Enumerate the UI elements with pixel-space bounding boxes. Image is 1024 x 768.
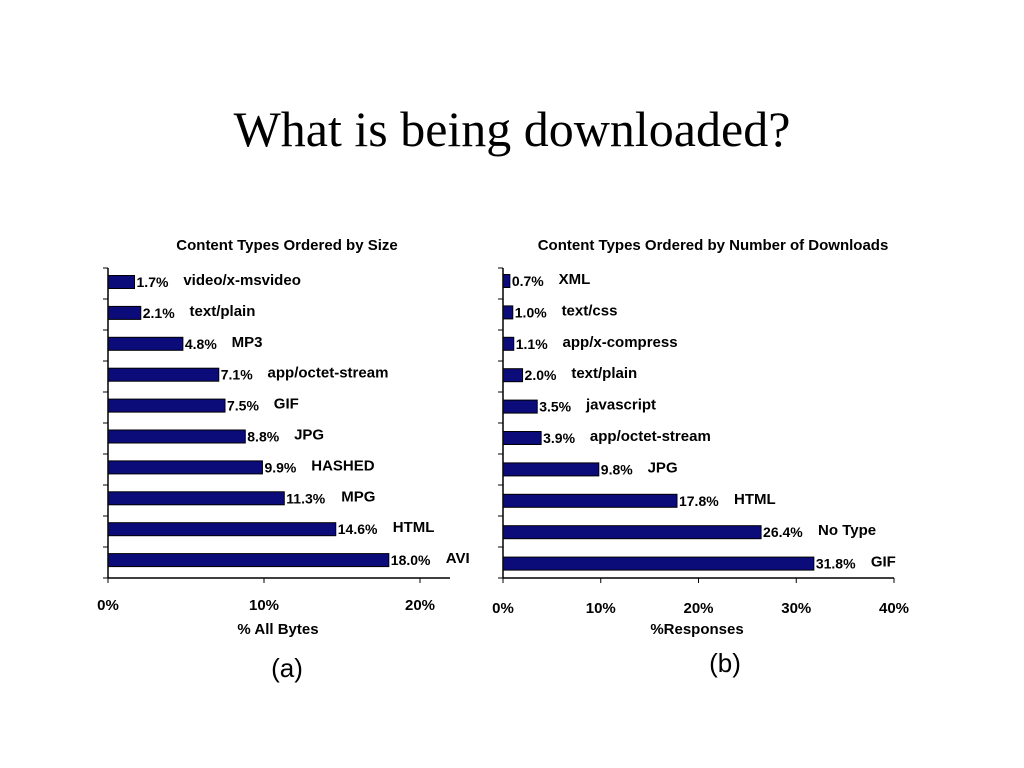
- bar-category-label: app/octet-stream: [590, 428, 711, 445]
- bar: [107, 398, 226, 413]
- bar: [502, 556, 815, 571]
- bar: [502, 525, 762, 540]
- bar-value-label: 8.8%: [247, 429, 279, 445]
- bar-value-label: 1.1%: [516, 336, 548, 352]
- bar: [502, 493, 678, 508]
- bar-category-label: GIF: [274, 396, 299, 413]
- bar: [107, 460, 263, 475]
- chart-by-size: Content Types Ordered by Size 0% 10% 20% 1.7…: [97, 237, 470, 683]
- bar-value-label: 3.5%: [539, 399, 571, 415]
- bar-category-label: XML: [559, 271, 591, 288]
- bar-value-label: 31.8%: [816, 556, 856, 572]
- bar-value-label: 1.0%: [515, 304, 547, 320]
- bar-category-label: GIF: [871, 554, 896, 571]
- bar-category-label: HTML: [393, 519, 435, 536]
- bar-category-label: text/plain: [190, 303, 256, 320]
- slide-title: What is being downloaded?: [233, 101, 791, 157]
- x-tick-label: 10%: [586, 600, 616, 617]
- x-axis-label: %Responses: [650, 621, 743, 638]
- bar-value-label: 26.4%: [763, 524, 803, 540]
- bar: [502, 336, 515, 351]
- bar-value-label: 9.9%: [264, 459, 296, 475]
- panel-label: (a): [271, 653, 303, 683]
- bar: [502, 399, 538, 414]
- bar-category-label: JPG: [648, 459, 678, 476]
- bar-value-label: 9.8%: [601, 461, 633, 477]
- bar-value-label: 11.3%: [286, 490, 325, 506]
- bar-category-label: No Type: [818, 522, 876, 539]
- bar-value-label: 7.1%: [221, 367, 253, 383]
- bar-category-label: HASHED: [311, 457, 375, 474]
- panel-label: (b): [709, 648, 741, 678]
- bar-category-label: text/css: [562, 302, 618, 319]
- bar: [502, 368, 524, 383]
- bar-value-label: 17.8%: [679, 493, 719, 509]
- bar-value-label: 14.6%: [338, 521, 378, 537]
- bar-value-label: 1.7%: [137, 274, 169, 290]
- bar: [502, 274, 511, 288]
- x-tick-label: 20%: [405, 597, 435, 614]
- x-tick-label: 30%: [781, 600, 811, 617]
- bar-value-label: 2.1%: [143, 305, 175, 321]
- chart-title: Content Types Ordered by Size: [176, 237, 397, 254]
- bar-value-label: 7.5%: [227, 398, 259, 414]
- bar-category-label: HTML: [734, 491, 776, 508]
- bar-category-label: JPG: [294, 427, 324, 444]
- bar: [107, 491, 285, 506]
- bar-value-label: 3.9%: [543, 430, 575, 446]
- bar: [107, 429, 246, 444]
- bar-category-label: AVI: [446, 550, 470, 567]
- bar-value-label: 0.7%: [512, 273, 544, 289]
- bar-category-label: javascript: [585, 397, 656, 414]
- chart-by-downloads: Content Types Ordered by Number of Downl…: [492, 237, 909, 678]
- x-tick-label: 0%: [97, 597, 119, 614]
- x-axis-label: % All Bytes: [237, 621, 318, 638]
- chart-title: Content Types Ordered by Number of Downl…: [538, 237, 889, 254]
- bar-value-label: 2.0%: [525, 367, 557, 383]
- x-tick-label: 10%: [249, 597, 279, 614]
- x-tick-label: 20%: [683, 600, 713, 617]
- x-tick-label: 40%: [879, 600, 909, 617]
- bar-category-label: text/plain: [571, 365, 637, 382]
- bar: [107, 553, 390, 568]
- bar: [502, 462, 600, 477]
- bar-value-label: 4.8%: [185, 336, 217, 352]
- bar: [107, 336, 184, 351]
- bar: [502, 431, 542, 445]
- bar-value-label: 18.0%: [391, 552, 431, 568]
- bar: [107, 305, 142, 320]
- bar-category-label: video/x-msvideo: [183, 272, 301, 289]
- x-tick-label: 0%: [492, 600, 514, 617]
- bar-category-label: app/x-compress: [563, 334, 678, 351]
- bar: [107, 275, 136, 289]
- bar-category-label: MP3: [232, 334, 263, 351]
- bar-category-label: app/octet-stream: [268, 365, 389, 382]
- bar: [107, 367, 220, 382]
- bar-category-label: MPG: [341, 488, 375, 505]
- bar: [107, 522, 337, 537]
- bar: [502, 305, 514, 320]
